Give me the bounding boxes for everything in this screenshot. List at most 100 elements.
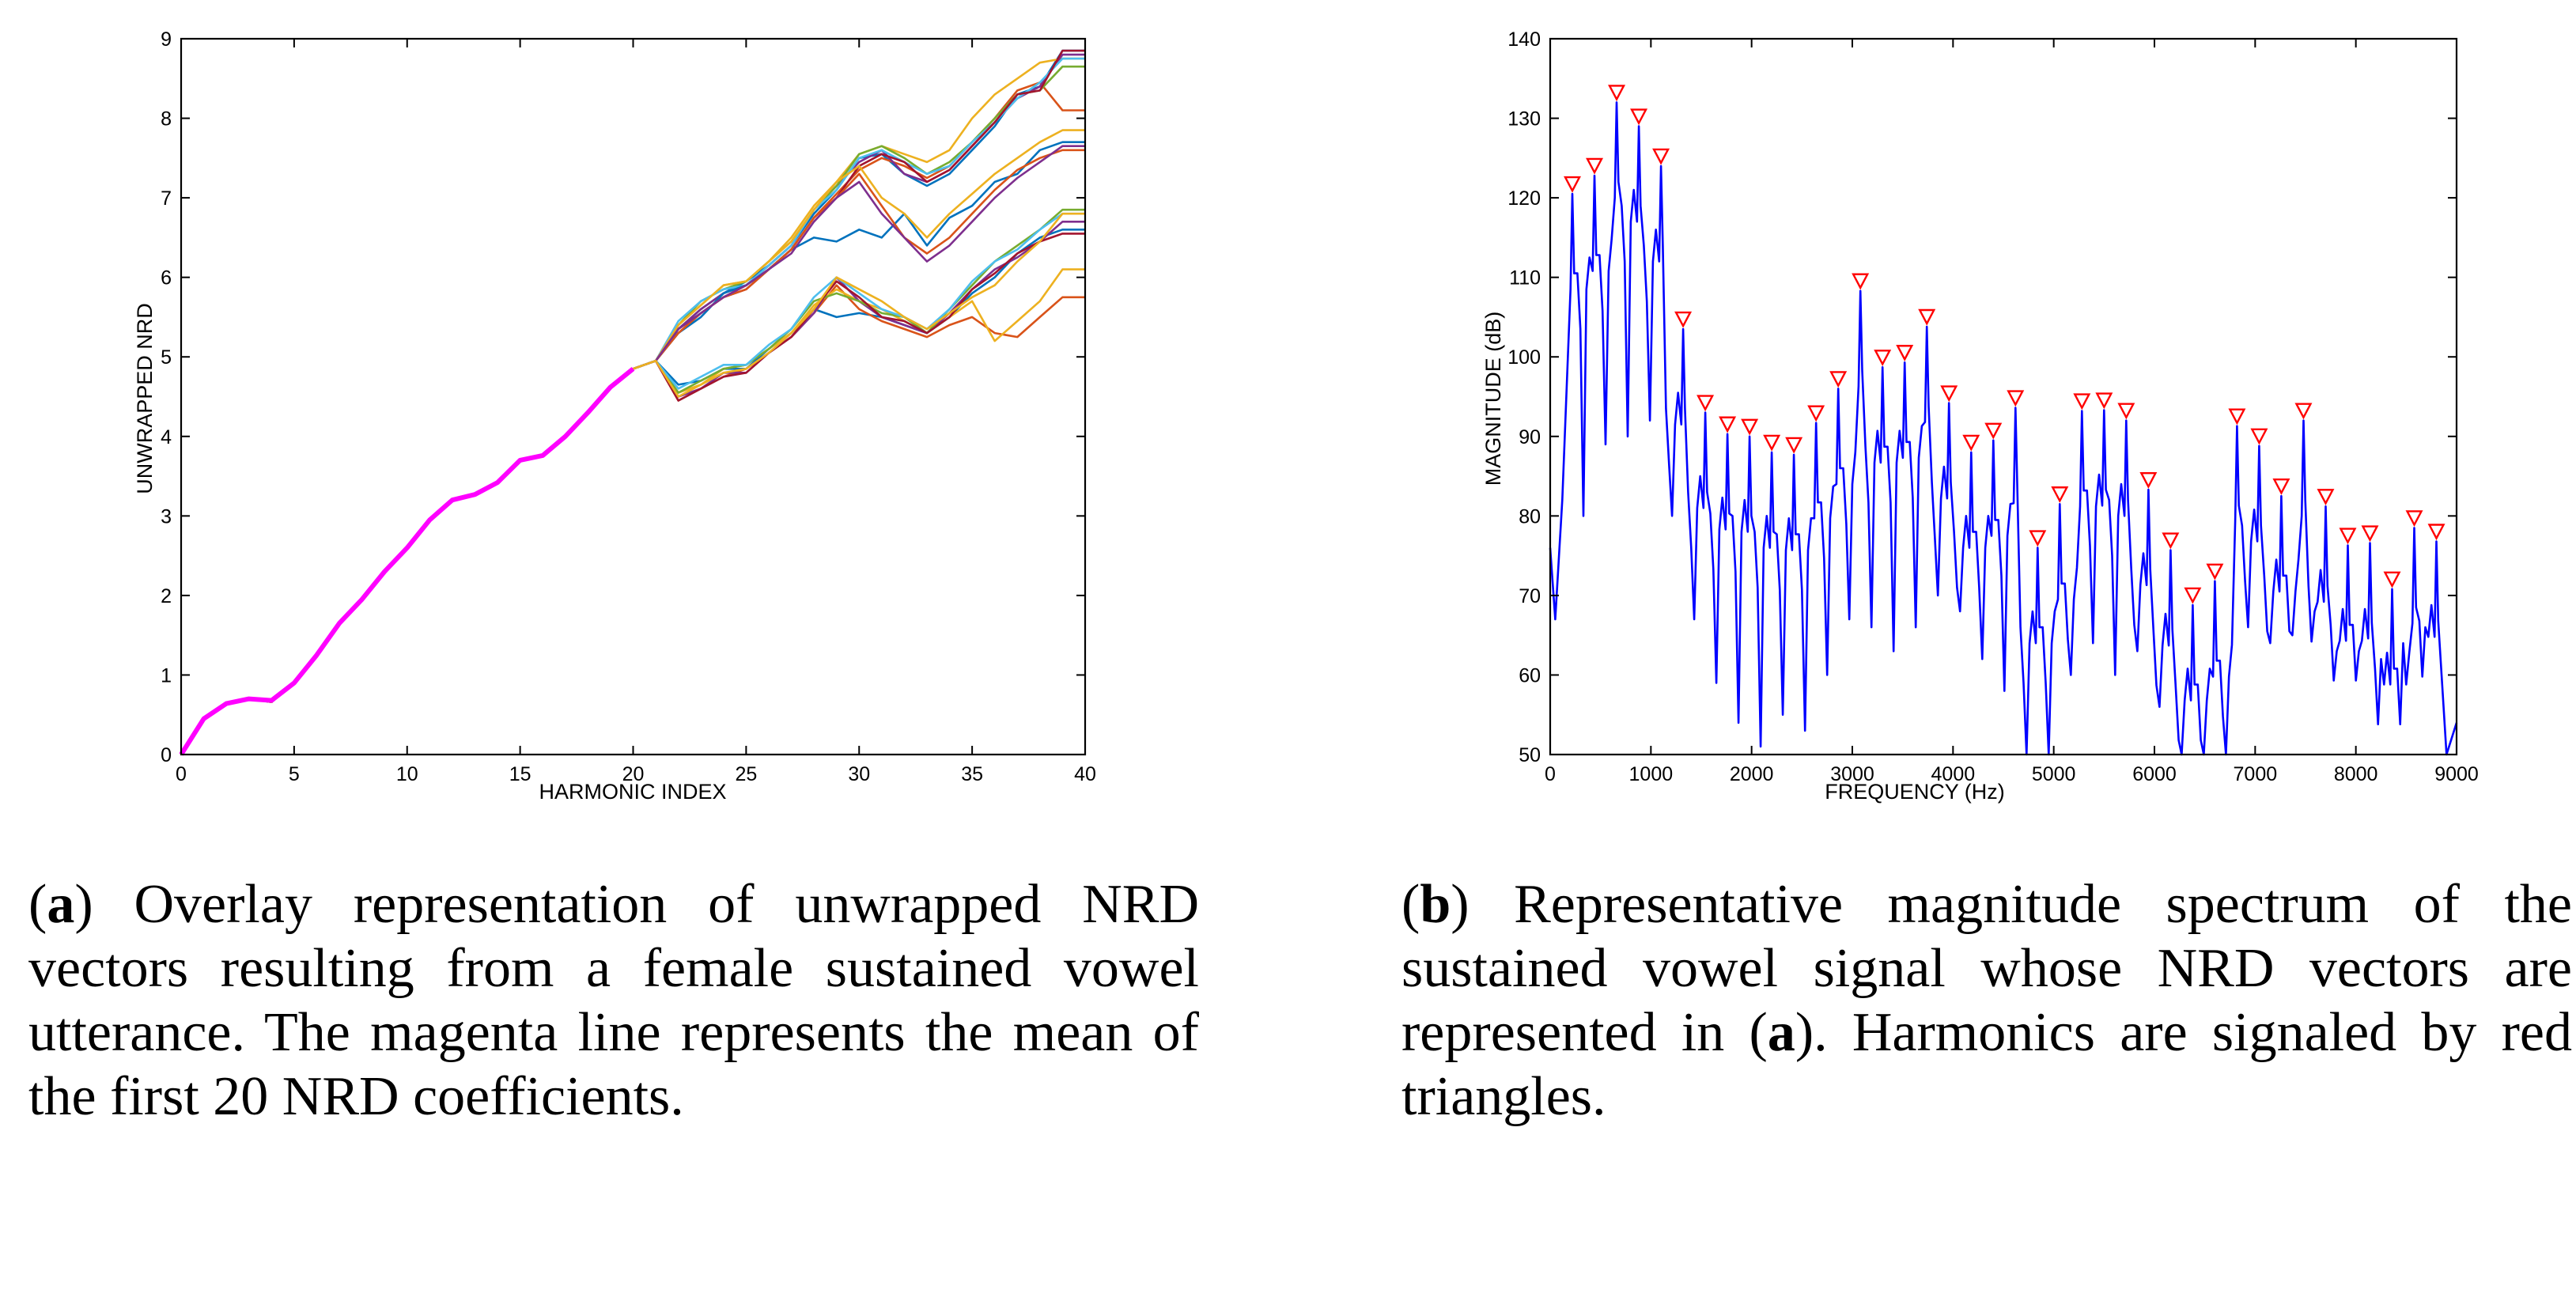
harmonic-marker-30 <box>2206 563 2224 581</box>
chart-b-plot-area <box>1549 85 2458 756</box>
y-tick-label-6: 6 <box>161 267 172 289</box>
chart-a-x-axis-label: HARMONIC INDEX <box>539 780 726 804</box>
y-tick-label-5: 5 <box>161 346 172 369</box>
harmonic-marker-8 <box>1719 416 1737 433</box>
caption-b-ref: a <box>1767 1002 1795 1063</box>
caption-b-text-before: Representative magnitude spectrum of the… <box>1401 874 2572 1063</box>
chart-b-magnitude-spectrum: 0 1000 2000 3000 4000 5000 6000 7000 8000 9000 50 6… <box>1481 28 2479 804</box>
harmonic-marker-38 <box>2383 571 2401 588</box>
y-tick-label-4: 4 <box>161 426 172 448</box>
x-tick-label-0: 0 <box>1545 763 1556 785</box>
x-tick-label-5: 5 <box>289 763 300 785</box>
caption-a: (a) Overlay representation of unwrapped … <box>28 874 1200 1127</box>
harmonic-marker-6 <box>1674 311 1693 328</box>
nrd-series-lower-4 <box>180 220 1085 755</box>
x-tick-label-0: 0 <box>176 763 187 785</box>
y-tick-label-140: 140 <box>1507 28 1541 51</box>
y-tick-label-8: 8 <box>161 108 172 130</box>
x-tick-label-35: 35 <box>961 763 983 785</box>
harmonic-marker-22 <box>2029 530 2047 547</box>
y-tick-label-3: 3 <box>161 505 172 528</box>
chart-b-y-axis-label: MAGNITUDE (dB) <box>1481 312 1505 486</box>
nrd-series-lower-5 <box>180 208 1085 755</box>
x-tick-label-6000: 6000 <box>2132 763 2177 785</box>
chart-a-plot-area <box>179 49 1085 756</box>
y-tick-label-7: 7 <box>161 187 172 210</box>
harmonic-marker-26 <box>2117 403 2135 420</box>
mean-series-magenta <box>179 366 635 756</box>
harmonic-marker-29 <box>2184 587 2202 604</box>
caption-b: (b) Representative magnitude spectrum of… <box>1401 874 2572 1127</box>
x-tick-label-4000: 4000 <box>1931 763 1976 785</box>
harmonic-marker-23 <box>2051 486 2069 503</box>
harmonic-marker-24 <box>2073 393 2091 410</box>
spectrum-line <box>1549 101 2458 756</box>
y-tick-label-2: 2 <box>161 585 172 607</box>
x-tick-label-1000: 1000 <box>1629 763 1674 785</box>
x-tick-label-15: 15 <box>509 763 531 785</box>
harmonic-marker-21 <box>2007 390 2025 407</box>
caption-a-text: Overlay representation of unwrapped NRD … <box>28 874 1200 1127</box>
harmonic-marker-40 <box>2427 524 2445 541</box>
harmonic-marker-17 <box>1918 308 1936 326</box>
chart-a-nrd-overlay: 0 5 10 15 20 25 30 35 40 0 1 2 3 4 5 6 7 8 9 HARMONIC INDE… <box>133 28 1096 804</box>
harmonic-marker-15 <box>1874 350 1892 366</box>
nrd-series-lower-3 <box>180 268 1085 755</box>
harmonic-marker-12 <box>1807 405 1825 422</box>
harmonic-marker-10 <box>1763 434 1781 452</box>
harmonic-marker-39 <box>2405 510 2423 528</box>
harmonic-marker-34 <box>2294 403 2313 420</box>
harmonic-marker-27 <box>2139 471 2158 489</box>
x-tick-label-8000: 8000 <box>2334 763 2378 785</box>
x-tick-label-10: 10 <box>396 763 418 785</box>
harmonic-marker-35 <box>2317 489 2335 505</box>
y-tick-label-60: 60 <box>1519 664 1541 687</box>
y-tick-label-9: 9 <box>161 28 172 51</box>
nrd-series-upper-1 <box>180 49 1085 755</box>
x-tick-label-7000: 7000 <box>2234 763 2278 785</box>
nrd-series-middle-1 <box>180 141 1085 755</box>
x-tick-label-25: 25 <box>735 763 757 785</box>
harmonic-marker-1 <box>1564 176 1582 193</box>
harmonic-marker-4 <box>1630 108 1648 126</box>
harmonic-marker-28 <box>2162 532 2180 550</box>
harmonic-marker-2 <box>1586 157 1604 175</box>
y-tick-label-80: 80 <box>1519 505 1541 528</box>
chart-b-x-axis-label: FREQUENCY (Hz) <box>1825 780 2005 804</box>
axes-frame <box>180 37 1087 756</box>
y-tick-label-120: 120 <box>1507 187 1541 210</box>
harmonic-marker-20 <box>1984 422 2003 440</box>
chart-a-y-axis-label: UNWRAPPED NRD <box>133 303 157 494</box>
y-tick-label-130: 130 <box>1507 108 1541 130</box>
caption-b-text-after: ). Harmonics are signaled by red triangl… <box>1401 1002 2572 1127</box>
y-tick-label-70: 70 <box>1519 585 1541 607</box>
harmonic-marker-13 <box>1829 371 1848 388</box>
y-tick-label-90: 90 <box>1519 426 1541 448</box>
x-tick-label-3000: 3000 <box>1830 763 1874 785</box>
harmonic-marker-31 <box>2228 408 2246 426</box>
harmonic-marker-7 <box>1697 395 1715 412</box>
harmonic-marker-37 <box>2361 525 2379 543</box>
harmonic-marker-3 <box>1608 85 1626 102</box>
nrd-series-lower-8 <box>180 212 1085 755</box>
y-tick-label-0: 0 <box>161 744 172 766</box>
y-tick-label-100: 100 <box>1507 346 1541 369</box>
x-tick-label-5000: 5000 <box>2032 763 2076 785</box>
y-tick-label-110: 110 <box>1509 267 1541 289</box>
chart-b-axes: 0 1000 2000 3000 4000 5000 6000 7000 8000 9000 50 6… <box>1507 28 2479 785</box>
x-tick-label-40: 40 <box>1074 763 1096 785</box>
x-tick-label-9000: 9000 <box>2434 763 2479 785</box>
harmonic-marker-18 <box>1940 385 1958 403</box>
x-tick-label-2000: 2000 <box>1730 763 1774 785</box>
harmonic-marker-11 <box>1785 437 1803 454</box>
axes-frame <box>1549 37 2458 756</box>
nrd-series-middle-3 <box>180 129 1085 755</box>
harmonic-marker-33 <box>2272 478 2290 495</box>
nrd-series-middle-2 <box>180 149 1085 755</box>
harmonic-marker-36 <box>2339 528 2357 545</box>
harmonic-marker-19 <box>1962 434 1980 452</box>
chart-a-axes: 0 5 10 15 20 25 30 35 40 0 1 2 3 4 5 6 7 8 9 <box>161 28 1096 785</box>
harmonic-marker-32 <box>2250 428 2268 445</box>
harmonic-marker-5 <box>1652 148 1670 165</box>
x-tick-label-30: 30 <box>848 763 870 785</box>
